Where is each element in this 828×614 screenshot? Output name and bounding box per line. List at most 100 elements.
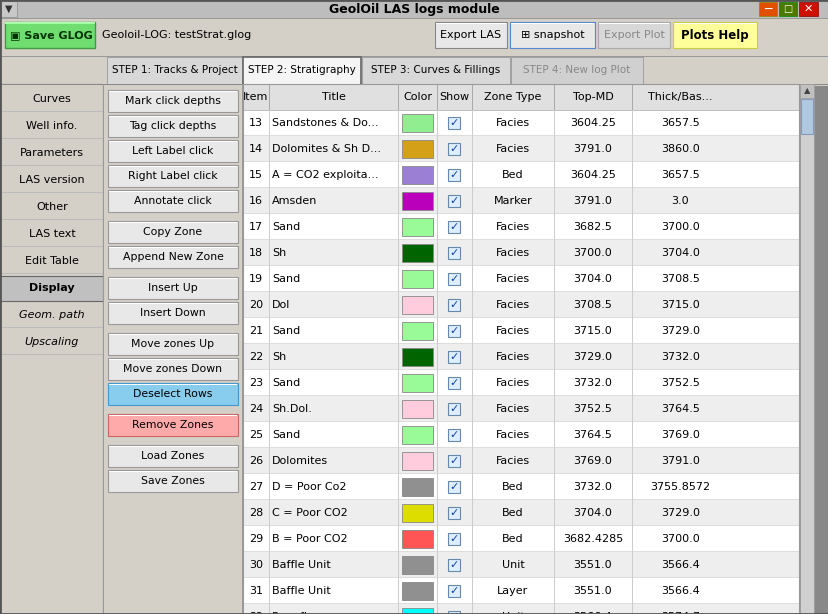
Bar xyxy=(268,422,270,448)
Text: ▲: ▲ xyxy=(803,87,809,96)
Bar xyxy=(108,165,238,187)
Bar xyxy=(509,22,595,48)
Text: ✓: ✓ xyxy=(450,144,459,154)
Text: 3769.0: 3769.0 xyxy=(573,456,612,466)
Bar xyxy=(471,526,473,552)
Text: 3566.4: 3566.4 xyxy=(660,560,699,570)
Bar xyxy=(0,56,828,86)
Bar xyxy=(5,22,95,24)
Bar xyxy=(553,370,554,396)
Bar xyxy=(0,165,103,166)
Bar xyxy=(108,247,237,248)
Text: Bed: Bed xyxy=(502,170,523,180)
Text: Geoloil-LOG: testStrat.glog: Geoloil-LOG: testStrat.glog xyxy=(102,30,251,40)
Text: Dolomites: Dolomites xyxy=(272,456,328,466)
Text: Save Zones: Save Zones xyxy=(141,476,205,486)
Bar xyxy=(243,395,798,396)
Bar xyxy=(436,292,437,318)
Bar xyxy=(436,136,437,162)
Text: Display: Display xyxy=(29,283,75,293)
Text: Tag click depths: Tag click depths xyxy=(129,121,216,131)
Bar xyxy=(402,504,432,522)
Text: 3682.4285: 3682.4285 xyxy=(562,534,623,544)
Bar xyxy=(402,322,432,340)
Text: 17: 17 xyxy=(248,222,262,232)
Bar xyxy=(448,143,460,155)
Bar xyxy=(436,23,505,24)
Bar xyxy=(448,377,460,389)
Bar xyxy=(268,474,270,500)
Text: Sh: Sh xyxy=(272,352,286,362)
Bar xyxy=(553,448,554,474)
Bar xyxy=(402,244,432,262)
Text: LAS version: LAS version xyxy=(19,175,84,185)
Bar xyxy=(243,57,360,84)
Bar xyxy=(243,84,798,110)
Bar xyxy=(243,499,798,500)
Text: Left Label click: Left Label click xyxy=(132,146,214,156)
Text: 20: 20 xyxy=(248,300,262,310)
Bar xyxy=(471,214,473,240)
Bar xyxy=(631,266,633,292)
Bar xyxy=(402,374,432,392)
Bar xyxy=(553,604,554,614)
Text: Sh.Dol.: Sh.Dol. xyxy=(272,404,311,414)
Bar xyxy=(243,369,798,370)
Bar xyxy=(436,604,437,614)
Text: 28: 28 xyxy=(248,508,262,518)
Bar xyxy=(0,111,103,112)
Bar xyxy=(631,344,633,370)
Bar xyxy=(631,370,633,396)
Bar xyxy=(436,526,437,552)
Bar xyxy=(553,318,554,344)
Text: 3752.5: 3752.5 xyxy=(660,378,699,388)
Bar xyxy=(631,448,633,474)
Text: Edit Table: Edit Table xyxy=(25,256,79,266)
Bar xyxy=(108,471,237,472)
Bar xyxy=(0,192,103,193)
Text: Facies: Facies xyxy=(495,274,529,284)
Text: ✓: ✓ xyxy=(450,118,459,128)
Text: 23: 23 xyxy=(248,378,262,388)
Bar xyxy=(268,240,270,266)
Text: Annotate click: Annotate click xyxy=(134,196,212,206)
Bar xyxy=(108,333,238,355)
Text: Baffle Unit: Baffle Unit xyxy=(272,560,330,570)
Bar xyxy=(800,99,812,134)
Bar xyxy=(553,240,554,266)
Text: 3729.0: 3729.0 xyxy=(573,352,612,362)
Bar xyxy=(108,91,237,92)
Bar xyxy=(243,603,798,604)
Bar xyxy=(758,2,776,16)
Text: Remove Zones: Remove Zones xyxy=(132,420,214,430)
Bar xyxy=(243,317,798,318)
Bar xyxy=(268,318,270,344)
Text: Load Zones: Load Zones xyxy=(142,451,205,461)
Text: 3704.0: 3704.0 xyxy=(573,508,612,518)
Text: ✓: ✓ xyxy=(450,196,459,206)
Text: Append New Zone: Append New Zone xyxy=(123,252,224,262)
Bar xyxy=(631,136,633,162)
Text: ✓: ✓ xyxy=(450,404,459,414)
Text: ✓: ✓ xyxy=(450,300,459,310)
Bar xyxy=(397,162,398,188)
Text: ✕: ✕ xyxy=(802,4,811,14)
Bar xyxy=(1,1,17,17)
Text: ✓: ✓ xyxy=(450,456,459,466)
Text: 3700.0: 3700.0 xyxy=(660,222,699,232)
Bar xyxy=(108,384,237,385)
Bar xyxy=(471,474,473,500)
Bar xyxy=(402,608,432,614)
Bar xyxy=(471,110,473,136)
Bar xyxy=(599,23,668,24)
Bar xyxy=(471,240,473,266)
Bar xyxy=(108,277,238,299)
Bar xyxy=(243,213,798,214)
Bar xyxy=(243,214,798,240)
Text: 18: 18 xyxy=(248,248,262,258)
Text: Sh: Sh xyxy=(272,248,286,258)
Bar xyxy=(436,162,437,188)
Text: Upscaling: Upscaling xyxy=(25,337,79,347)
Bar xyxy=(0,219,103,220)
Text: Move zones Down: Move zones Down xyxy=(123,364,222,374)
